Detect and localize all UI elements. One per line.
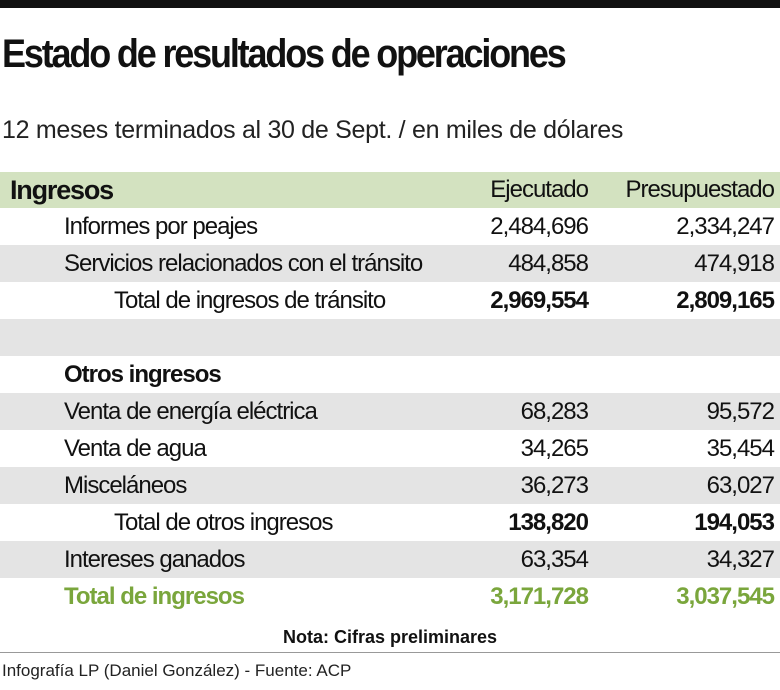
income-table: Ingresos Ejecutado Presupuestado Informe… [0,172,780,615]
note: Nota: Cifras preliminares [282,627,498,647]
value-ejecutado: 3,171,728 [490,583,589,610]
page-title: Estado de resultados de operaciones [2,32,567,76]
row-label: Total de ingresos [64,583,245,610]
value-presupuestado: 3,037,545 [676,583,775,610]
row-label: Venta de energía eléctrica [64,398,318,425]
value-ejecutado: 2,969,554 [490,287,589,314]
table-row: Venta de energía eléctrica 68,283 95,572 [0,393,780,430]
table-row: Servicios relacionados con el tránsito 4… [0,245,780,282]
table-row: Venta de agua 34,265 35,454 [0,430,780,467]
value-presupuestado: 95,572 [706,398,775,425]
value-presupuestado: 34,327 [706,546,775,573]
table-header-row: Ingresos Ejecutado Presupuestado [0,172,780,208]
value-presupuestado: 2,809,165 [676,287,775,314]
row-label: Misceláneos [64,472,187,499]
value-ejecutado: 36,273 [520,472,589,499]
credit-divider [0,652,780,653]
column-header-presupuestado: Presupuestado [625,176,775,203]
table-row-subheading: Otros ingresos [0,356,780,393]
value-presupuestado: 2,334,247 [676,213,775,240]
table-row: Intereses ganados 63,354 34,327 [0,541,780,578]
value-ejecutado: 484,858 [508,250,589,277]
table-row-subtotal: Total de ingresos de tránsito 2,969,554 … [0,282,780,319]
row-label: Total de otros ingresos [114,509,333,536]
top-rule [0,0,780,8]
row-label: Otros ingresos [64,361,222,388]
table-row: Informes por peajes 2,484,696 2,334,247 [0,208,780,245]
credit-line: Infografía LP (Daniel González) - Fuente… [2,661,352,680]
value-ejecutado: 63,354 [520,546,589,573]
row-label: Intereses ganados [64,546,245,573]
table-row-subtotal: Total de otros ingresos 138,820 194,053 [0,504,780,541]
value-presupuestado: 63,027 [706,472,775,499]
value-presupuestado: 474,918 [694,250,775,277]
table-row: Misceláneos 36,273 63,027 [0,467,780,504]
value-ejecutado: 138,820 [508,509,589,536]
value-presupuestado: 35,454 [706,435,775,462]
subtitle: 12 meses terminados al 30 de Sept. / en … [2,116,624,144]
value-presupuestado: 194,053 [694,509,775,536]
row-label: Total de ingresos de tránsito [114,287,386,314]
row-label: Informes por peajes [64,213,258,240]
row-label: Venta de agua [64,435,207,462]
value-ejecutado: 34,265 [520,435,589,462]
row-label: Servicios relacionados con el tránsito [64,250,423,277]
table-row-spacer [0,319,780,356]
table-row-grand-total: Total de ingresos 3,171,728 3,037,545 [0,578,780,615]
column-header-ejecutado: Ejecutado [490,176,589,203]
value-ejecutado: 2,484,696 [490,213,589,240]
section-label: Ingresos [10,175,114,205]
value-ejecutado: 68,283 [520,398,589,425]
